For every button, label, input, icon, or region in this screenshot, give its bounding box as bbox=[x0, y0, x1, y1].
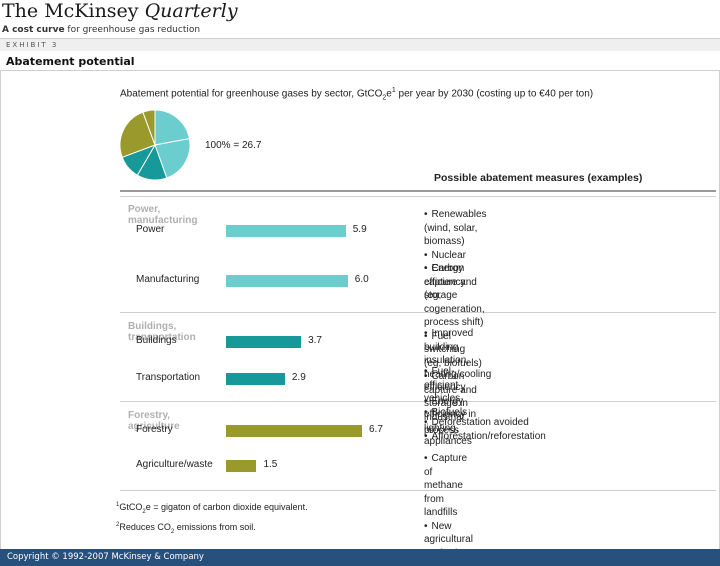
header-rule bbox=[120, 190, 716, 192]
sector-label: Transportation bbox=[136, 372, 201, 383]
bar-manufacturing bbox=[226, 275, 348, 287]
bar-power bbox=[226, 225, 346, 237]
page-title: Abatement potential bbox=[6, 55, 135, 68]
measure-item: Energy efficiency (eg, cogeneration, pro… bbox=[424, 262, 485, 330]
sector-label: Power bbox=[136, 224, 165, 235]
bar-value-label: 6.7 bbox=[369, 424, 383, 435]
sector-label: Agriculture/waste bbox=[136, 459, 213, 470]
group-divider bbox=[120, 490, 716, 491]
pie-slice-forestry bbox=[119, 111, 156, 158]
total-label: 100% = 26.7 bbox=[205, 140, 262, 151]
measure-item: Nuclear bbox=[424, 249, 487, 263]
bar-value-label: 5.9 bbox=[352, 224, 367, 235]
pie-slice-agriculture-waste bbox=[142, 109, 156, 146]
bar-value-label: 1.5 bbox=[263, 459, 278, 470]
measure-item: Biofuels bbox=[424, 406, 468, 420]
measure-list: Deforestation avoidedAfforestation/refor… bbox=[424, 416, 546, 443]
measure-item: Deforestation avoided bbox=[424, 416, 546, 430]
group-divider bbox=[120, 401, 716, 402]
article-tagline: A cost curve for greenhouse gas reductio… bbox=[2, 25, 201, 35]
footnotes: 1GtCO2e = gigaton of carbon dioxide equi… bbox=[116, 499, 308, 539]
title-bar: Abatement potential bbox=[0, 51, 720, 71]
measure-item: Capture of methane from landfills bbox=[424, 452, 473, 520]
measures-header: Possible abatement measures (examples) bbox=[434, 172, 643, 184]
copyright-text: Copyright © 1992-2007 McKinsey & Company bbox=[7, 552, 204, 562]
measure-item: Renewables (wind, solar, biomass) bbox=[424, 208, 487, 249]
group-label: Forestry, agriculture bbox=[128, 410, 180, 432]
footer-bar: Copyright © 1992-2007 McKinsey & Company bbox=[0, 549, 720, 566]
frame-left-border bbox=[0, 71, 1, 549]
measure-item: Afforestation/reforestation bbox=[424, 430, 546, 444]
bar-value-label: 3.7 bbox=[308, 335, 322, 346]
exhibit-label: EXHIBIT 3 bbox=[6, 41, 59, 49]
group-divider bbox=[120, 312, 716, 313]
measure-item: Fuel-efficient vehicles bbox=[424, 365, 467, 406]
chart-subtitle: Abatement potential for greenhouse gases… bbox=[120, 87, 594, 102]
brand-logo[interactable]: The McKinsey Quarterly bbox=[2, 0, 238, 22]
measure-list: Fuel-efficient vehiclesBiofuels bbox=[424, 365, 467, 419]
bar-forestry bbox=[226, 425, 362, 437]
sector-pie-chart bbox=[119, 109, 191, 181]
group-label: Power, manufacturing bbox=[128, 204, 198, 226]
sector-label: Buildings bbox=[136, 335, 177, 346]
footnote-2: 2Reduces CO2 emissions from soil. bbox=[116, 521, 256, 535]
pie-slice-power bbox=[154, 109, 191, 146]
bar-agriculture-waste bbox=[226, 460, 257, 472]
group-divider bbox=[120, 196, 716, 197]
group-label: Buildings, transportation bbox=[128, 321, 196, 343]
bar-buildings bbox=[226, 336, 302, 348]
sector-label: Manufacturing bbox=[136, 274, 200, 285]
sector-label: Forestry bbox=[136, 424, 173, 435]
masthead: The McKinsey Quarterly bbox=[0, 0, 720, 24]
bar-transportation bbox=[226, 373, 285, 385]
bar-value-label: 2.9 bbox=[291, 372, 306, 383]
bar-value-label: 6.0 bbox=[354, 274, 369, 285]
exhibit-bar: EXHIBIT 3 bbox=[0, 38, 720, 51]
footnote-1: 1GtCO2e = gigaton of carbon dioxide equi… bbox=[116, 502, 308, 515]
